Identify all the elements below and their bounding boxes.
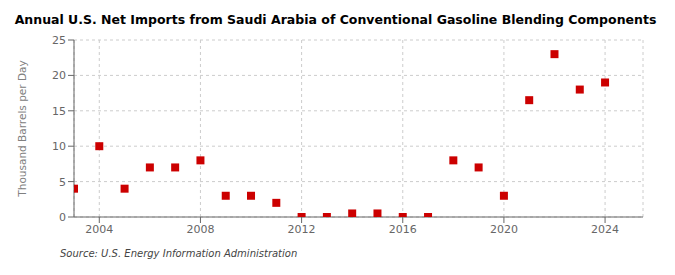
svg-text:2016: 2016 <box>389 223 417 236</box>
svg-text:0: 0 <box>59 211 66 224</box>
svg-text:Thousand Barrels per Day: Thousand Barrels per Day <box>16 60 28 197</box>
html-text:Annual U.S. Net Imports from S: Annual U.S. Net Imports from Saudi Arabi… <box>14 12 657 27</box>
svg-text:15: 15 <box>52 105 66 118</box>
svg-text:2020: 2020 <box>490 223 518 236</box>
svg-text:20: 20 <box>52 69 66 82</box>
svg-text:5: 5 <box>59 176 66 189</box>
svg-text:2004: 2004 <box>85 223 113 236</box>
html-text:Source: U.S. Energy Informatio: Source: U.S. Energy Information Administ… <box>60 248 298 259</box>
svg-text:2012: 2012 <box>288 223 316 236</box>
svg-text:10: 10 <box>52 140 66 153</box>
svg-text:25: 25 <box>52 34 66 47</box>
svg-text:2024: 2024 <box>591 223 619 236</box>
svg-text:2008: 2008 <box>186 223 214 236</box>
